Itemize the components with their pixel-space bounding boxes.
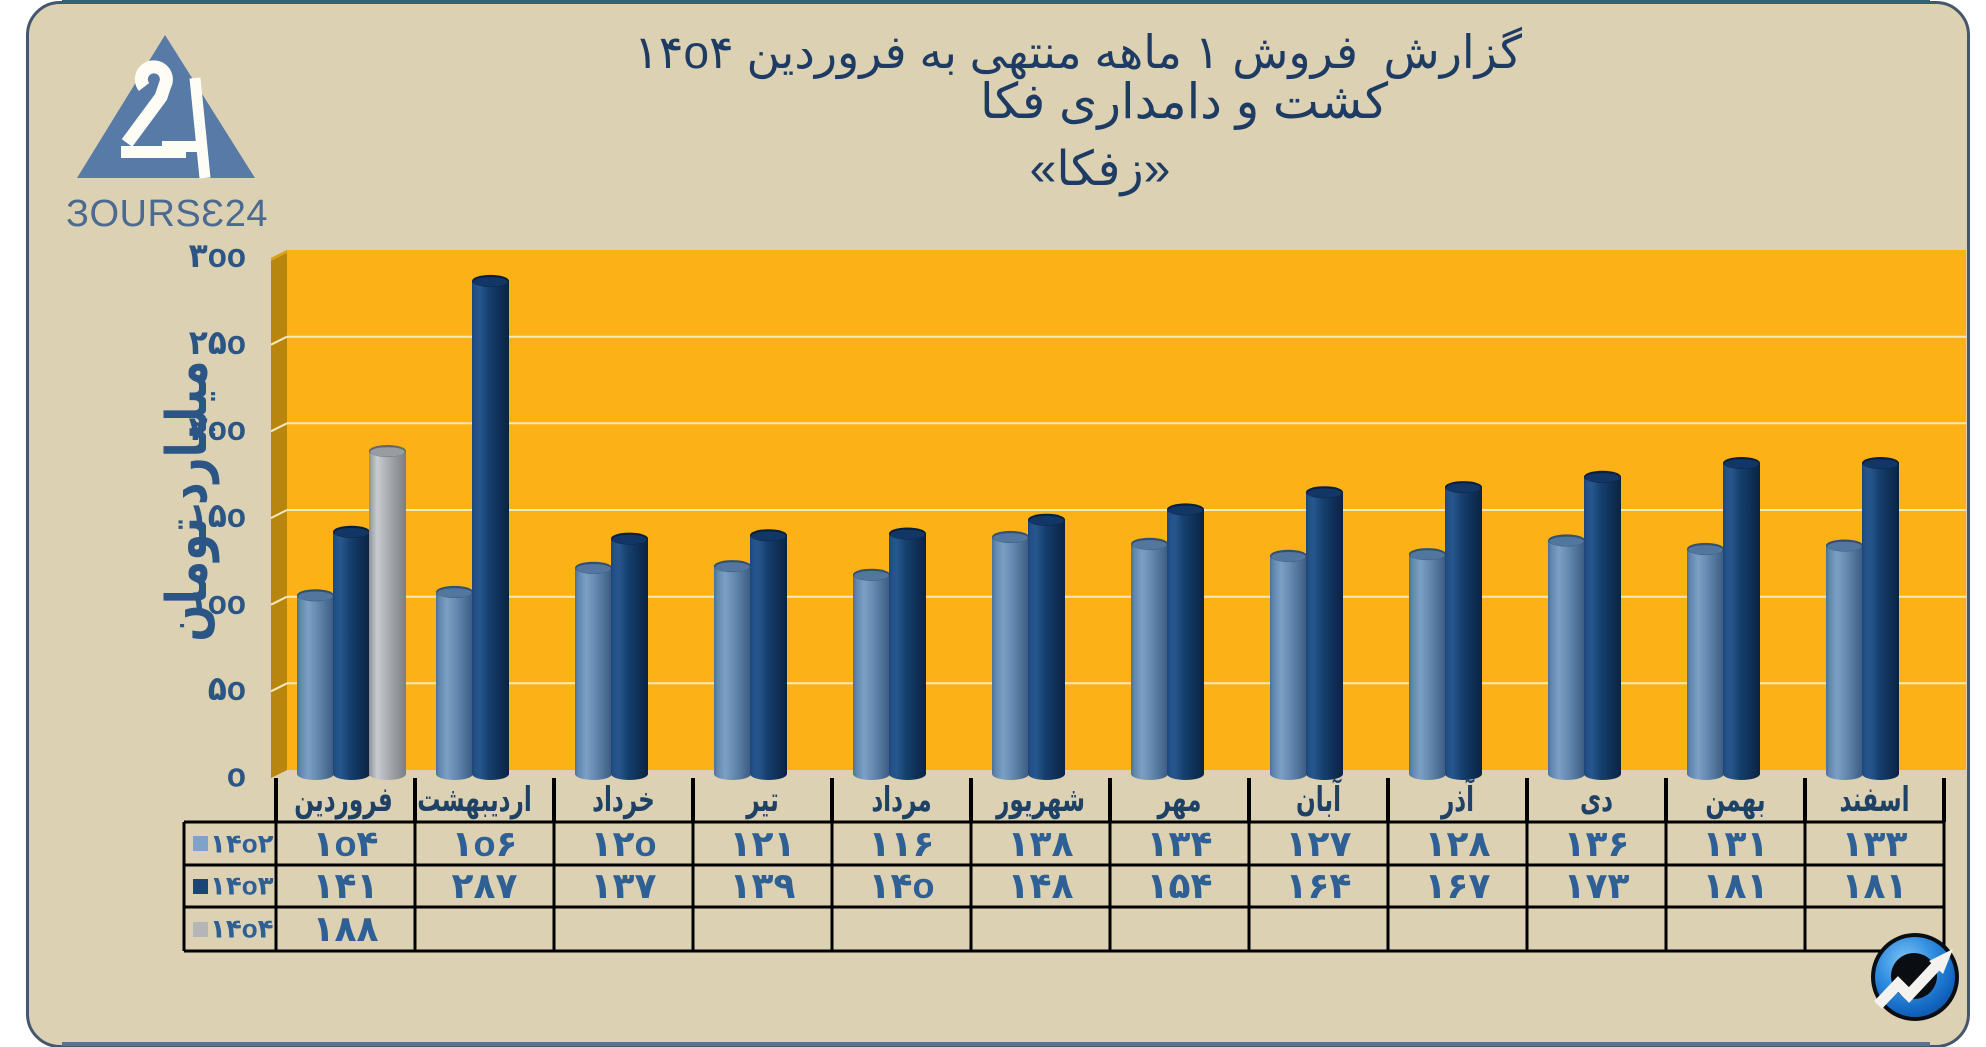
svg-text:ЗOURSƐ24: ЗOURSƐ24 [66,193,268,235]
